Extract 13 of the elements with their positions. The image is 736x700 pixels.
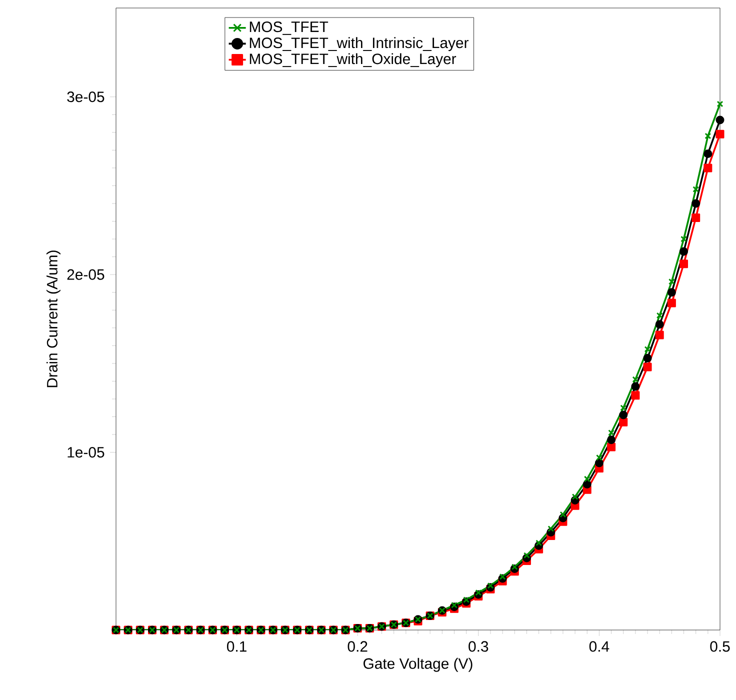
x-tick-label: 0.4: [589, 641, 610, 652]
legend-label: MOS_TFET: [250, 22, 328, 35]
x-axis-title: Gate Voltage (V): [364, 658, 472, 672]
y-axis-title: Drain Current (A/um): [46, 250, 60, 388]
x-tick-label: 0.2: [348, 641, 368, 652]
y-tick-label: 1e-05: [68, 446, 104, 458]
y-tick-label: 3e-05: [67, 92, 104, 102]
x-tick-label: 0.5: [710, 641, 730, 652]
x-tick-label: 0.1: [226, 641, 246, 652]
legend-label: MOS_TFET_with_Oxide_Layer: [250, 53, 456, 68]
legend-label: MOS_TFET_with_Intrinsic_Layer: [250, 37, 469, 52]
x-tick-label: 0.3: [468, 641, 488, 652]
y-tick-label: 2e-05: [67, 269, 104, 280]
